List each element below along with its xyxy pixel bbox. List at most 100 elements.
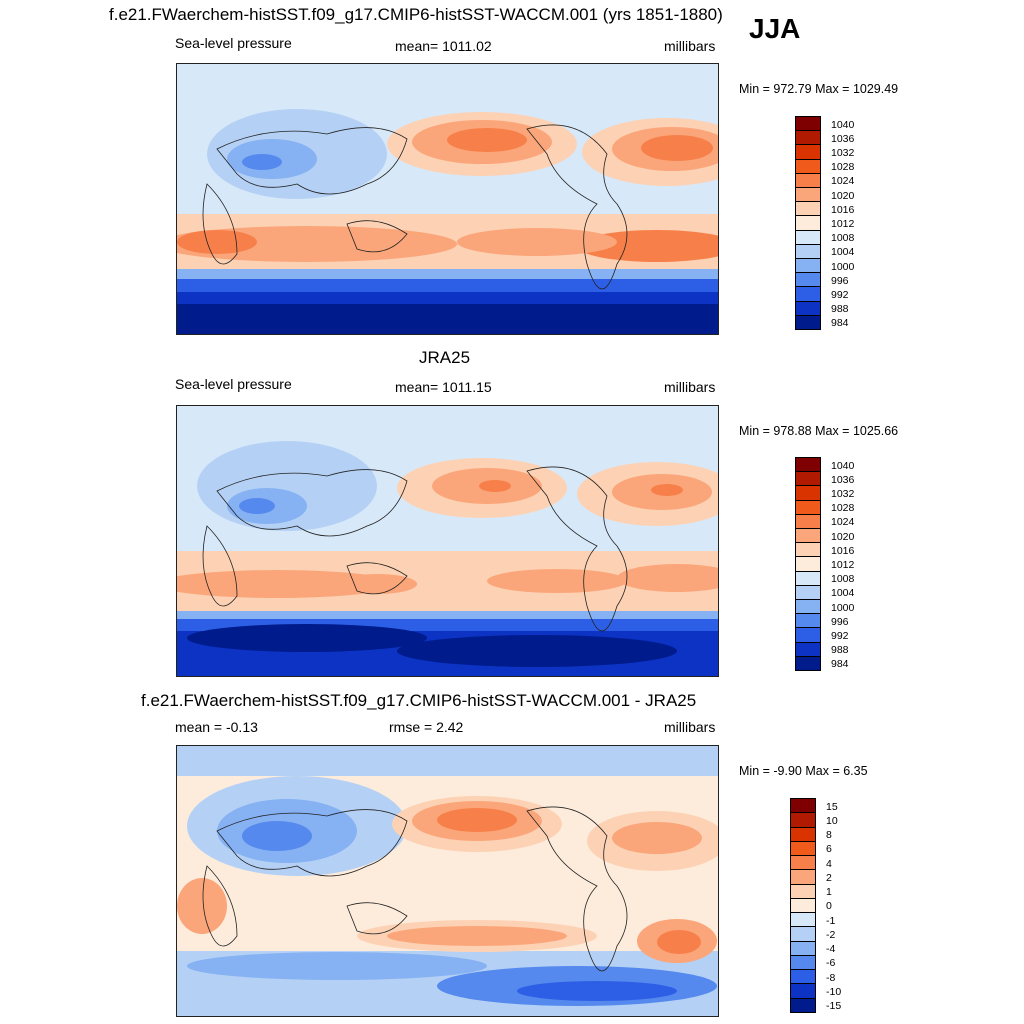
panel-obs-colorbar-swatch <box>795 556 821 572</box>
panel-diff-colorbar-label: -4 <box>826 943 836 956</box>
panel-obs-colorbar-label: 996 <box>831 615 849 628</box>
panel-model-colorbar-label: 1040 <box>831 118 855 131</box>
panel-obs-colorbar-label: 1032 <box>831 487 855 500</box>
panel-diff-colorbar-swatch <box>790 869 816 885</box>
panel-diff-units-label: millibars <box>664 719 716 735</box>
panel-diff-colorbar-swatch <box>790 954 816 971</box>
panel-obs-colorbar-swatch <box>795 499 821 515</box>
panel-obs-colorbar-swatch <box>795 513 821 529</box>
panel-diff-colorbar-swatch <box>790 912 816 928</box>
panel-diff-colorbar-swatch <box>790 826 816 842</box>
panel-model-colorbar-label: 1008 <box>831 232 855 245</box>
panel-obs-heading: JRA25 <box>419 348 471 367</box>
panel-model-colorbar-swatch <box>795 300 821 316</box>
panel-obs-colorbar-label: 988 <box>831 644 849 657</box>
panel-model-colorbar-label: 1000 <box>831 260 855 273</box>
panel-obs-colorbar-swatch <box>795 641 821 657</box>
panel-model-colorbar-label: 1004 <box>831 246 855 259</box>
panel-diff-colorbar-label: -8 <box>826 971 836 984</box>
panel-model-colorbar-swatch <box>795 272 821 288</box>
panel-diff-rmse-label: rmse = 2.42 <box>389 719 464 735</box>
panel-obs-mean-label: mean= 1011.15 <box>395 379 492 395</box>
panel-diff-colorbar-label: -10 <box>826 986 842 999</box>
panel-diff-colorbar-label: -15 <box>826 1000 842 1013</box>
panel-obs-colorbar-label: 1024 <box>831 516 855 529</box>
panel-obs-colorbar-label: 1020 <box>831 530 855 543</box>
panel-model-colorbar-label: 984 <box>831 317 849 330</box>
panel-model-colorbar-swatch <box>795 258 821 274</box>
panel-model-colorbar-label: 1036 <box>831 132 855 145</box>
panel-obs-colorbar: 1040 1036 1032 1028 1024 1020 1016 1012 1008 1004… <box>795 457 875 671</box>
panel-model-colorbar-label: 1032 <box>831 146 855 159</box>
panel-model-colorbar-label: 988 <box>831 303 849 316</box>
panel-diff-colorbar-swatch <box>790 883 816 899</box>
panel-diff-colorbar-swatch <box>790 897 816 914</box>
panel-obs-colorbar-label: 1004 <box>831 587 855 600</box>
panel-diff-colorbar-label: 4 <box>826 857 832 870</box>
panel-diff-colorbar-label: 6 <box>826 843 832 856</box>
panel-diff-mean-label: mean = -0.13 <box>175 719 258 735</box>
panel-diff-colorbar-label: 1 <box>826 886 832 899</box>
panel-diff-colorbar-label: 8 <box>826 829 832 842</box>
panel-diff-colorbar-label: 10 <box>826 814 838 827</box>
panel-diff-colorbar-swatch <box>790 798 816 814</box>
panel-obs-colorbar-label: 1016 <box>831 544 855 557</box>
panel-obs-colorbar-label: 1000 <box>831 601 855 614</box>
panel-model-colorbar-swatch <box>795 130 821 146</box>
panel-model-colorbar-swatch <box>795 116 821 132</box>
panel-model-colorbar-swatch <box>795 243 821 259</box>
panel-obs-colorbar-label: 1012 <box>831 558 855 571</box>
panel-obs-units-label: millibars <box>664 379 716 395</box>
panel-diff-colorbar-swatch <box>790 812 816 828</box>
panel-diff-colorbar-swatch <box>790 926 816 942</box>
panel-model-colorbar-swatch <box>795 201 821 217</box>
panel-model-map <box>176 63 719 335</box>
panel-obs-colorbar-swatch <box>795 599 821 615</box>
panel-model-colorbar-label: 1012 <box>831 217 855 230</box>
panel-model-left-label: Sea-level pressure <box>175 35 292 51</box>
panel-diff-colorbar-label: -1 <box>826 914 836 927</box>
panel-diff-colorbar-label: 15 <box>826 800 838 813</box>
panel-model-minmax: Min = 972.79 Max = 1029.49 <box>739 82 899 96</box>
panel-obs-colorbar-swatch <box>795 627 821 643</box>
panel-model-colorbar-label: 1020 <box>831 189 855 202</box>
panel-diff-colorbar-swatch <box>790 840 816 857</box>
panel-model-colorbar-swatch <box>795 314 821 330</box>
panel-model-colorbar-label: 1028 <box>831 161 855 174</box>
panel-diff-colorbar-swatch <box>790 969 816 985</box>
panel-model-colorbar-label: 992 <box>831 288 849 301</box>
panel-model-colorbar-label: 1024 <box>831 175 855 188</box>
panel-obs-colorbar-label: 1040 <box>831 459 855 472</box>
panel-obs-colorbar-swatch <box>795 655 821 671</box>
panel-model-mean-label: mean= 1011.02 <box>395 38 492 54</box>
panel-diff-colorbar-label: -6 <box>826 957 836 970</box>
panel-obs-colorbar-label: 984 <box>831 658 849 671</box>
panel-diff-colorbar-swatch <box>790 983 816 999</box>
panel-model-colorbar-swatch <box>795 187 821 203</box>
panel-diff-colorbar-swatch <box>790 997 816 1013</box>
panel-model-colorbar-label: 1016 <box>831 203 855 216</box>
panel-obs-colorbar-swatch <box>795 485 821 501</box>
panel-obs-colorbar-label: 992 <box>831 629 849 642</box>
panel-obs-colorbar-swatch <box>795 457 821 473</box>
panel-obs-colorbar-swatch <box>795 542 821 558</box>
panel-model-colorbar-swatch <box>795 215 821 231</box>
panel-diff-minmax: Min = -9.90 Max = 6.35 <box>739 764 868 778</box>
panel-obs-colorbar-swatch <box>795 528 821 544</box>
panel-model-colorbar-swatch <box>795 229 821 245</box>
panel-obs-colorbar-swatch <box>795 613 821 629</box>
panel-diff-colorbar-label: 0 <box>826 900 832 913</box>
panel-obs-colorbar-label: 1028 <box>831 502 855 515</box>
panel-model-units-label: millibars <box>664 38 716 54</box>
panel-obs-map <box>176 405 719 677</box>
panel-diff-colorbar: 15 10 8 6 4 2 1 0 -1 -2 -4 -6 -8 -10 -15 <box>790 798 870 1013</box>
panel-model-colorbar-swatch <box>795 144 821 160</box>
panel-obs-colorbar-label: 1008 <box>831 573 855 586</box>
panel-model-colorbar-swatch <box>795 172 821 188</box>
panel-diff-colorbar-swatch <box>790 855 816 871</box>
season-label: JJA <box>749 13 801 44</box>
panel-obs-colorbar-swatch <box>795 570 821 586</box>
panel-obs-colorbar-swatch <box>795 584 821 600</box>
panel-obs-colorbar-swatch <box>795 471 821 487</box>
panel-model-colorbar-label: 996 <box>831 274 849 287</box>
